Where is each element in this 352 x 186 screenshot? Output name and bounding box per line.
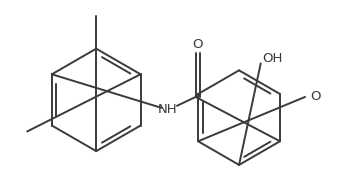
Text: O: O	[310, 90, 320, 103]
Text: O: O	[193, 38, 203, 51]
Text: NH: NH	[157, 103, 177, 116]
Text: OH: OH	[263, 52, 283, 65]
